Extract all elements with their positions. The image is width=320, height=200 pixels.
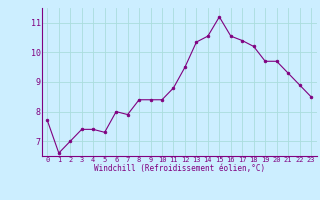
X-axis label: Windchill (Refroidissement éolien,°C): Windchill (Refroidissement éolien,°C) [94,164,265,173]
